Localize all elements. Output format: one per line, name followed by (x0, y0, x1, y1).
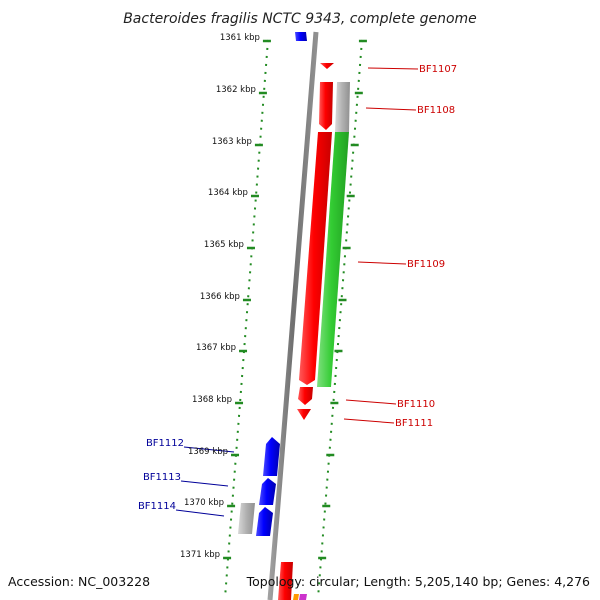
gene-leader-line (365, 107, 417, 111)
kbp-tick-label: 1366 kbp (200, 292, 240, 302)
topology-label: Topology: circular; Length: 5,205,140 bp… (246, 574, 590, 589)
gene-feature-bf1112[interactable] (263, 437, 280, 476)
right-ruler-ticks (318, 39, 367, 560)
gene-leader-line (357, 261, 407, 265)
pseudo-feature-bf1108[interactable] (335, 82, 350, 132)
kbp-tick-label: 1361 kbp (220, 33, 260, 43)
map-title: Bacteroides fragilis NCTC 9343, complete… (123, 11, 477, 27)
gene-feature-bf1107[interactable] (320, 63, 334, 69)
gene-feature-bottom-red[interactable] (278, 562, 293, 600)
gene-label-bf1113[interactable]: BF1113 (143, 472, 181, 483)
gene-feature-bf1113[interactable] (259, 478, 276, 505)
gene-feature-bf1114[interactable] (256, 507, 273, 536)
gene-feature-bottom-magenta[interactable] (299, 594, 307, 600)
gene-leader-line (343, 418, 395, 424)
pseudo-feature-left[interactable] (238, 503, 255, 534)
gene-feature-bf1110[interactable] (298, 387, 313, 405)
gene-label-bf1108[interactable]: BF1108 (417, 105, 455, 116)
gene-label-bf1114[interactable]: BF1114 (138, 501, 176, 512)
kbp-tick-label: 1368 kbp (192, 395, 232, 405)
left-ruler-ticks (223, 39, 271, 560)
kbp-tick-label: 1370 kbp (184, 498, 224, 508)
gene-feature-bottom-orange[interactable] (293, 594, 299, 600)
gene-leader-line (175, 509, 225, 517)
gene-leader-line (180, 480, 229, 487)
right-gene-labels: BF1107 BF1108 BF1109 BF1110 BF1111 (343, 64, 457, 429)
gene-feature-top-blue[interactable] (295, 32, 307, 41)
kbp-tick-label: 1363 kbp (212, 137, 252, 147)
kbp-tick-label: 1362 kbp (216, 85, 256, 95)
gene-label-bf1111[interactable]: BF1111 (395, 418, 433, 429)
gene-feature-bf1111[interactable] (297, 409, 311, 420)
left-gene-labels: BF1112 BF1113 BF1114 (138, 438, 235, 517)
rna-feature-bf1109[interactable] (317, 132, 349, 387)
kbp-labels: 1361 kbp 1362 kbp 1363 kbp 1364 kbp 1365 kbp… (180, 33, 260, 560)
genome-axis (267, 31, 319, 600)
gene-leader-line (367, 67, 419, 70)
gene-feature-bf1109[interactable] (299, 132, 332, 385)
accession-label: Accession: NC_003228 (8, 574, 150, 589)
gene-label-bf1112[interactable]: BF1112 (146, 438, 184, 449)
gene-leader-line (183, 446, 235, 453)
gene-label-bf1107[interactable]: BF1107 (419, 64, 457, 75)
kbp-tick-label: 1371 kbp (180, 550, 220, 560)
gene-leader-line (345, 399, 397, 405)
gene-label-bf1110[interactable]: BF1110 (397, 399, 435, 410)
kbp-tick-label: 1364 kbp (208, 188, 248, 198)
kbp-tick-label: 1365 kbp (204, 240, 244, 250)
kbp-tick-label: 1369 kbp (188, 447, 228, 457)
kbp-tick-label: 1367 kbp (196, 343, 236, 353)
gene-label-bf1109[interactable]: BF1109 (407, 259, 445, 270)
gene-feature-bf1108[interactable] (319, 82, 333, 130)
